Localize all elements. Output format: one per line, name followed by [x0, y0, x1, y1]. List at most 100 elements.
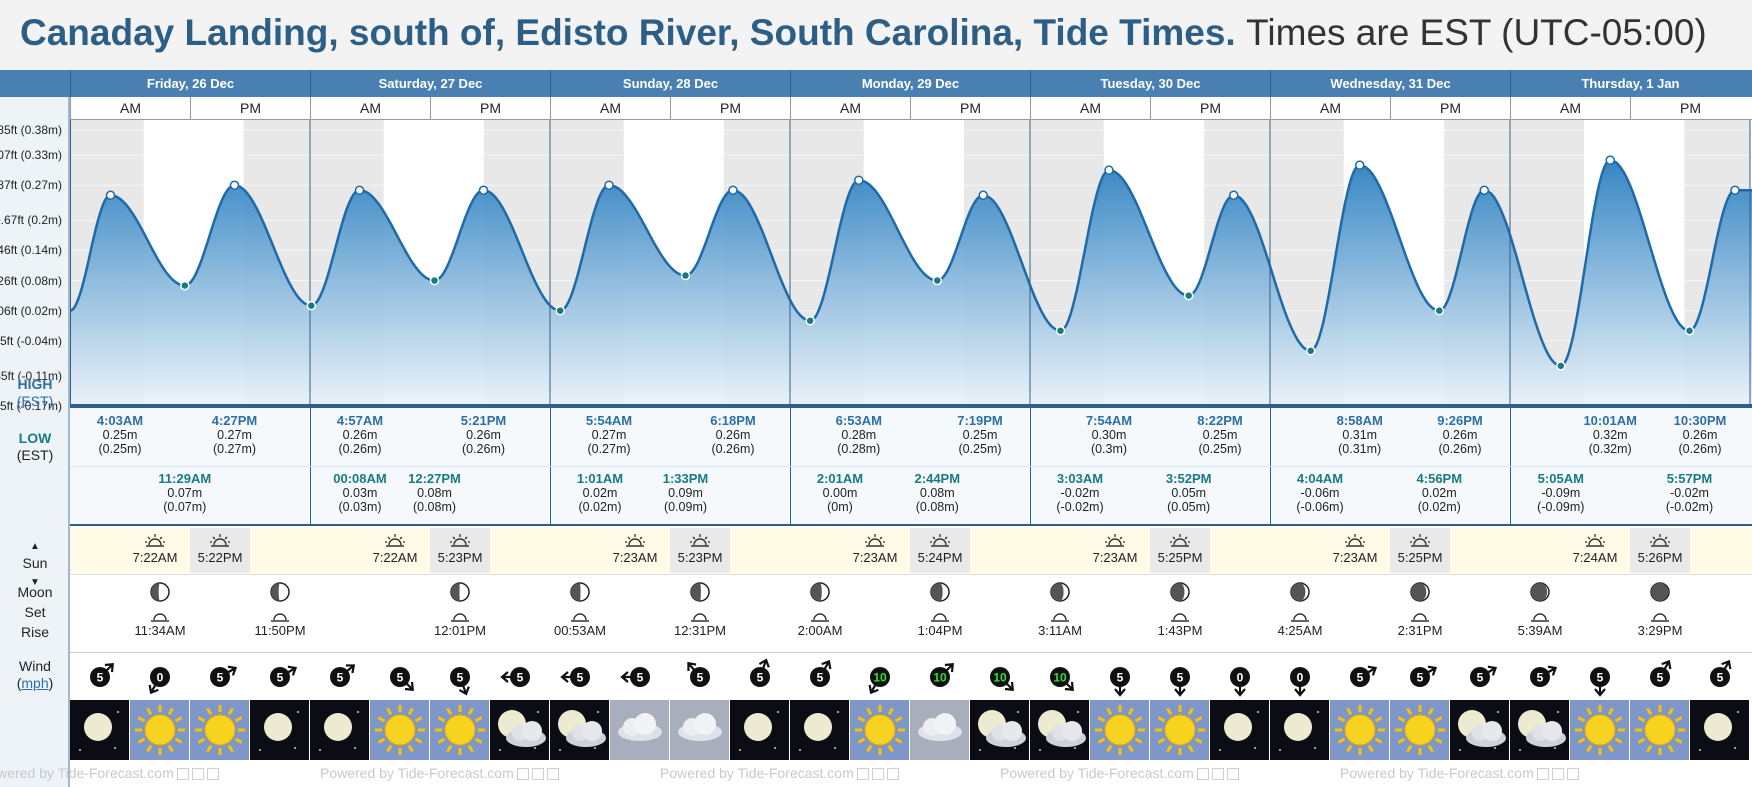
- moon-cloud-icon: [1458, 710, 1506, 751]
- moon-cloud-icon: [978, 710, 1026, 751]
- tide-time: 5:54AM: [585, 413, 633, 428]
- cloud-icon: [918, 713, 962, 741]
- low-tide-entry: 2:01AM 0.00m (0m): [792, 472, 888, 515]
- day-divider-lines: [70, 120, 1751, 406]
- day-header-3: Monday, 29 Dec: [790, 70, 1030, 97]
- moon-cloud-weather-cell: [550, 700, 610, 760]
- wind-arrow-icon: 5: [560, 667, 590, 687]
- low-tide-point: [1556, 361, 1566, 371]
- powered-by-text: Powered by Tide-Forecast.com: [320, 765, 514, 781]
- low-tide-point: [932, 275, 943, 286]
- tide-height-alt: (0.32m): [1588, 442, 1632, 456]
- wind-speed: 10: [933, 671, 947, 685]
- wind-speed: 5: [697, 671, 704, 685]
- tide-height: 0.32m: [1592, 428, 1628, 442]
- sunset-cell: 5:22PM: [185, 528, 255, 565]
- y-tick-label: -0.15ft (-0.04m): [0, 333, 62, 348]
- wind-arrow-icon: 5: [500, 667, 530, 687]
- tide-height: 0.26m: [342, 428, 378, 442]
- sunset-cell: 5:25PM: [1145, 528, 1215, 565]
- high-tide-point: [854, 175, 864, 185]
- high-tide-point: [1228, 190, 1239, 201]
- powered-by-text: Powered by Tide-Forecast.com: [1000, 765, 1194, 781]
- high-tide-point: [978, 190, 988, 201]
- high-tide-entry: 5:54AM 0.27m (0.27m): [561, 413, 657, 457]
- sunset-icon: [1650, 534, 1670, 547]
- moon-row-label: Moon Set Rise: [0, 582, 70, 642]
- tide-time: 00:08AM: [333, 471, 387, 486]
- low-tide-point: [1305, 346, 1316, 356]
- footer-logo-icon: [516, 768, 529, 781]
- tide-time: 1:01AM: [576, 471, 624, 486]
- low-tide-entry: 11:29AM 0.07m (0.07m): [137, 471, 233, 515]
- moon-time: 00:53AM: [553, 623, 607, 638]
- powered-by-footer: Powered by Tide-Forecast.com: [0, 765, 219, 781]
- tide-time: 4:56PM: [1416, 471, 1463, 486]
- am-header-3: AM: [790, 97, 910, 120]
- low-tide-point: [1684, 325, 1695, 336]
- footer-logo-icon: [531, 768, 544, 781]
- high-tide-entry: 4:03AM 0.25m (0.25m): [72, 414, 168, 457]
- sunset-time: 5:22PM: [197, 550, 243, 565]
- sun-weather-cell: [190, 700, 250, 760]
- y-tick-label: -0.55ft (-0.17m): [0, 399, 62, 413]
- moon-label: Moon: [17, 584, 53, 600]
- wind-arrow-icon: 5: [270, 665, 298, 687]
- wind-speed: 10: [873, 671, 887, 685]
- wind-speed: 5: [337, 671, 344, 685]
- moon-rise-icon: [451, 613, 469, 622]
- sun-weather-cell: [850, 700, 910, 760]
- tide-height-alt: (0.26m): [1678, 442, 1722, 456]
- tide-height-alt: (-0.02m): [1665, 500, 1714, 514]
- moon-icon: [319, 711, 359, 751]
- moon-set-icon: [571, 613, 589, 622]
- day-header-5: Wednesday, 31 Dec: [1270, 70, 1510, 97]
- sunset-cell: 5:25PM: [1385, 528, 1455, 565]
- tide-chart: [70, 120, 1752, 406]
- tide-height: 0.30m: [1091, 428, 1127, 442]
- moon-event-cell: 1:04PM: [905, 581, 975, 638]
- moon-phase-icon: [1290, 582, 1310, 602]
- powered-by-footer: Powered by Tide-Forecast.com: [320, 765, 559, 781]
- ampm-header-row: AM PM AM PM AM PM AM PM AM PM AM PM AM PM: [70, 97, 1752, 120]
- high-tide-point: [1479, 185, 1490, 195]
- high-tide-entry: 10:30PM 0.26m (0.26m): [1652, 413, 1748, 457]
- tide-height: 0.28m: [841, 428, 877, 442]
- powered-by-footer: Powered by Tide-Forecast.com: [660, 765, 899, 781]
- sun-icon: [135, 705, 185, 755]
- moon-icon: [79, 711, 119, 751]
- sun-weather-cell: [130, 700, 190, 760]
- sun-icon: [1635, 705, 1685, 755]
- wind-unit-link[interactable]: mph: [21, 675, 49, 691]
- high-row-label: HIGH (EST): [0, 376, 70, 410]
- sunrise-icon: [1585, 534, 1605, 547]
- moon-time: 1:43PM: [1157, 623, 1203, 638]
- low-tide-entry: 3:52PM 0.05m (0.05m): [1141, 472, 1237, 515]
- moon-cloud-icon: [1038, 710, 1086, 751]
- am-header-0: AM: [70, 97, 190, 120]
- footer-logo-icon: [1211, 768, 1224, 781]
- moon-event-cell: 12:31PM: [665, 581, 735, 638]
- am-header-2: AM: [550, 97, 670, 120]
- moon-set-label: Set: [24, 604, 46, 620]
- low-tide-entry: 1:01AM 0.02m (0.02m): [552, 471, 648, 515]
- wind-speed: 5: [1177, 671, 1184, 685]
- tide-time: 8:22PM: [1197, 413, 1243, 428]
- footer-logo-icon: [1551, 768, 1564, 781]
- moon-set-icon: [271, 613, 289, 622]
- wind-speed: 5: [397, 671, 404, 685]
- low-label: LOW: [18, 430, 52, 446]
- moon-rise-icon: [1171, 613, 1189, 622]
- footer-logo-icon: [886, 768, 899, 781]
- moon-cloud-weather-cell: [1030, 700, 1090, 760]
- low-tide-point: [805, 315, 815, 326]
- moon-phase-icon: [1170, 582, 1190, 602]
- sun-icon: [1335, 705, 1385, 755]
- wind-speed: 10: [1053, 671, 1067, 685]
- tide-time: 11:29AM: [158, 471, 212, 486]
- tide-time: 10:30PM: [1673, 413, 1727, 428]
- wind-arrow-icon: 5: [1110, 667, 1130, 697]
- footer: Powered by Tide-Forecast.com Powered by T…: [0, 760, 1752, 787]
- powered-by-footer: Powered by Tide-Forecast.com: [1340, 765, 1579, 781]
- page-title: Canaday Landing, south of, Edisto River,…: [20, 12, 1236, 53]
